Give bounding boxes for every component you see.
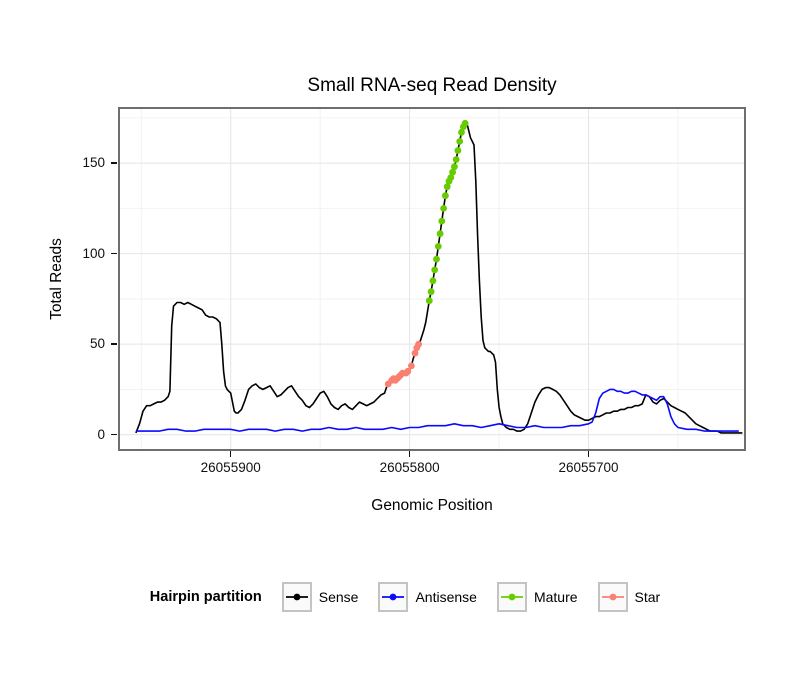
y-tick-label: 150 [82,155,105,171]
series-point-mature [425,297,433,305]
series-point-star [404,367,412,375]
series-point-mature [433,255,440,263]
x-tick-mark [408,451,411,457]
legend-title: Hairpin partition [149,589,262,605]
legend-key-glyph [601,593,624,601]
legend-item-sense: Sense [281,582,359,612]
plot-panel [118,107,746,451]
plot-area [118,107,746,451]
series-point-mature [442,192,449,200]
x-tick-mark [229,451,232,457]
legend: Hairpin partition Sense Antisense Mature St… [0,582,810,612]
series-point-mature [443,183,451,191]
series-point-mature [429,277,437,285]
x-tick-label: 26055900 [200,460,261,475]
x-tick-label: 26055700 [558,460,619,475]
series-point-mature [431,266,439,274]
legend-item-mature: Mature [496,582,578,612]
series-point-mature [452,156,460,163]
x-tick-mark [587,451,590,457]
series-point-mature [449,168,456,176]
legend-item-star: Star [597,582,661,612]
legend-item-label: Sense [318,589,359,605]
series-point-mature [427,288,435,296]
series-point-mature [434,243,442,250]
y-tick-mark [111,162,117,164]
legend-items: Sense Antisense Mature Star [281,582,661,612]
x-axis-title: Genomic Position [371,497,493,514]
series-point-mature [438,217,446,225]
y-tick-label: 100 [82,245,105,261]
legend-key-icon [281,582,312,612]
legend-key-icon [378,582,409,612]
series-point-mature [447,174,455,181]
legend-item-label: Antisense [415,589,477,605]
series-point-mature [456,138,464,145]
x-tick-label: 26055800 [379,460,440,475]
legend-item-antisense: Antisense [378,582,477,612]
series-point-mature [440,205,447,212]
series-line-antisense [135,388,739,432]
legend-key-glyph [382,593,405,601]
y-tick-mark [111,343,117,345]
legend-key-icon [597,582,628,612]
series-point-star [411,349,419,357]
legend-key-glyph [500,593,523,601]
y-tick-mark [111,252,117,255]
legend-key-icon [496,582,527,612]
y-tick-label: 50 [89,336,105,352]
series-point-mature [458,128,465,136]
chart-title: Small RNA-seq Read Density [307,75,557,96]
panel-border [118,107,746,451]
series-point-mature [461,119,469,127]
y-tick-mark [111,433,117,436]
legend-item-label: Star [634,589,661,605]
series-line-sense [135,122,743,434]
legend-key-glyph [285,593,308,601]
series-point-star [408,362,415,370]
series-point-mature [454,147,462,154]
series-point-mature [451,163,458,171]
series-point-mature [436,230,444,238]
series-point-star [415,340,422,348]
y-tick-label: 0 [97,426,105,442]
legend-item-label: Mature [533,589,578,605]
